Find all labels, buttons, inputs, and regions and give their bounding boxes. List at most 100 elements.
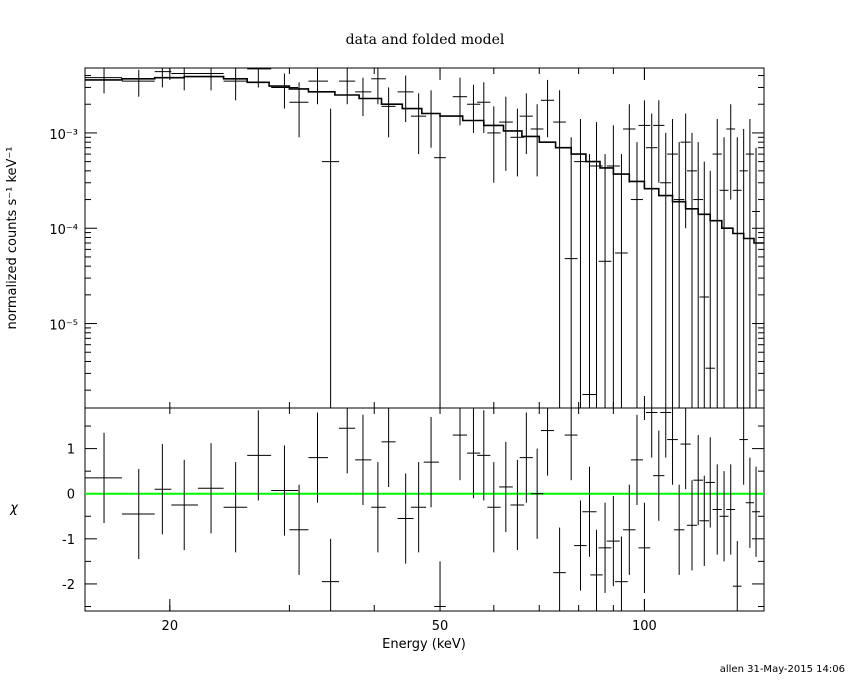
residual-point [171, 459, 198, 551]
residual-point [751, 466, 761, 557]
data-point [630, 142, 643, 408]
top-panel-frame [84, 67, 765, 409]
residual-point [487, 462, 501, 553]
residual-point [667, 408, 678, 485]
top-panel-ticks: 10⁻³ 10⁻⁴ 10⁻⁵ [49, 75, 764, 391]
residual-point [510, 459, 525, 551]
model-layer [85, 75, 764, 244]
footer-stamp: allen 31-May-2015 14:06 [720, 664, 845, 675]
y-tick-label: 1 [67, 443, 75, 458]
data-point [452, 77, 468, 126]
residual-point [381, 408, 396, 487]
data-point [751, 147, 761, 408]
data-point [614, 154, 628, 408]
data-point [653, 100, 665, 183]
data-point [397, 75, 414, 123]
data-point [197, 68, 224, 91]
data-point [667, 119, 678, 408]
data-point [660, 132, 672, 408]
residual-point [693, 435, 704, 526]
data-point [582, 154, 597, 408]
residual-point [673, 484, 685, 575]
data-point [739, 128, 748, 408]
data-point [638, 100, 651, 183]
data-point [434, 116, 446, 408]
data-point [499, 96, 513, 171]
residual-point [638, 502, 651, 593]
data-point [467, 84, 481, 133]
data-point [423, 90, 439, 148]
residual-point [467, 408, 481, 499]
residual-point [705, 437, 715, 528]
residual-point [686, 480, 697, 571]
residual-point [739, 408, 748, 485]
data-point [553, 90, 566, 408]
residual-point [397, 473, 414, 564]
x-tick-label: 50 [432, 619, 449, 634]
residual-point [660, 408, 672, 458]
data-point [705, 170, 715, 408]
data-point [686, 132, 697, 408]
data-point [510, 108, 525, 177]
data-point [85, 68, 122, 94]
data-point [564, 137, 578, 408]
residual-point [308, 412, 329, 503]
residual-point [247, 410, 272, 501]
data-point [574, 119, 587, 408]
residual-point [423, 417, 439, 508]
residual-point [289, 484, 309, 575]
data-point [598, 154, 612, 408]
chart-title: data and folded model [346, 32, 505, 48]
bottom-y-axis-label: χ [9, 501, 19, 516]
data-point [530, 104, 544, 177]
data-point [719, 137, 729, 408]
residual-point [699, 475, 710, 566]
data-point [673, 142, 685, 408]
bottom-panel-frame [84, 407, 765, 612]
data-point [271, 73, 299, 109]
y-tick-label: 0 [67, 488, 75, 503]
residual-point [530, 448, 544, 539]
residual-point [653, 430, 665, 521]
residual-point [271, 445, 299, 536]
data-point [121, 69, 155, 97]
residual-points-layer [85, 408, 761, 611]
y-tick-label: -2 [62, 578, 75, 593]
residual-point [564, 408, 578, 481]
residual-point [519, 412, 533, 503]
x-tick-label: 100 [632, 619, 657, 634]
residual-point [85, 432, 122, 524]
residual-point [321, 538, 340, 611]
data-point [339, 68, 356, 105]
data-point [487, 106, 501, 183]
residual-point [614, 536, 628, 611]
residual-point [339, 408, 356, 474]
data-point [223, 68, 248, 101]
residual-point [355, 414, 372, 505]
data-point [154, 68, 172, 88]
data-point [289, 82, 309, 138]
data-point [171, 68, 198, 91]
data-point [606, 125, 620, 408]
model-step-line [85, 75, 764, 244]
residual-point [630, 414, 643, 505]
data-point [732, 137, 742, 408]
data-point [726, 104, 736, 200]
data-point [355, 77, 372, 117]
data-point [680, 113, 691, 229]
residual-point [606, 495, 620, 587]
residual-point [732, 541, 742, 611]
data-point [519, 93, 533, 155]
data-point [590, 122, 603, 408]
data-point [371, 68, 386, 105]
data-point [308, 68, 329, 105]
data-points-layer [85, 68, 761, 408]
data-point [247, 68, 272, 88]
residual-point [477, 410, 491, 501]
data-point [381, 87, 396, 138]
residual-point [582, 466, 597, 557]
data-point [321, 108, 340, 408]
data-point [477, 82, 491, 133]
bottom-panel-ticks: 1 0 -1 -2 [62, 425, 764, 607]
